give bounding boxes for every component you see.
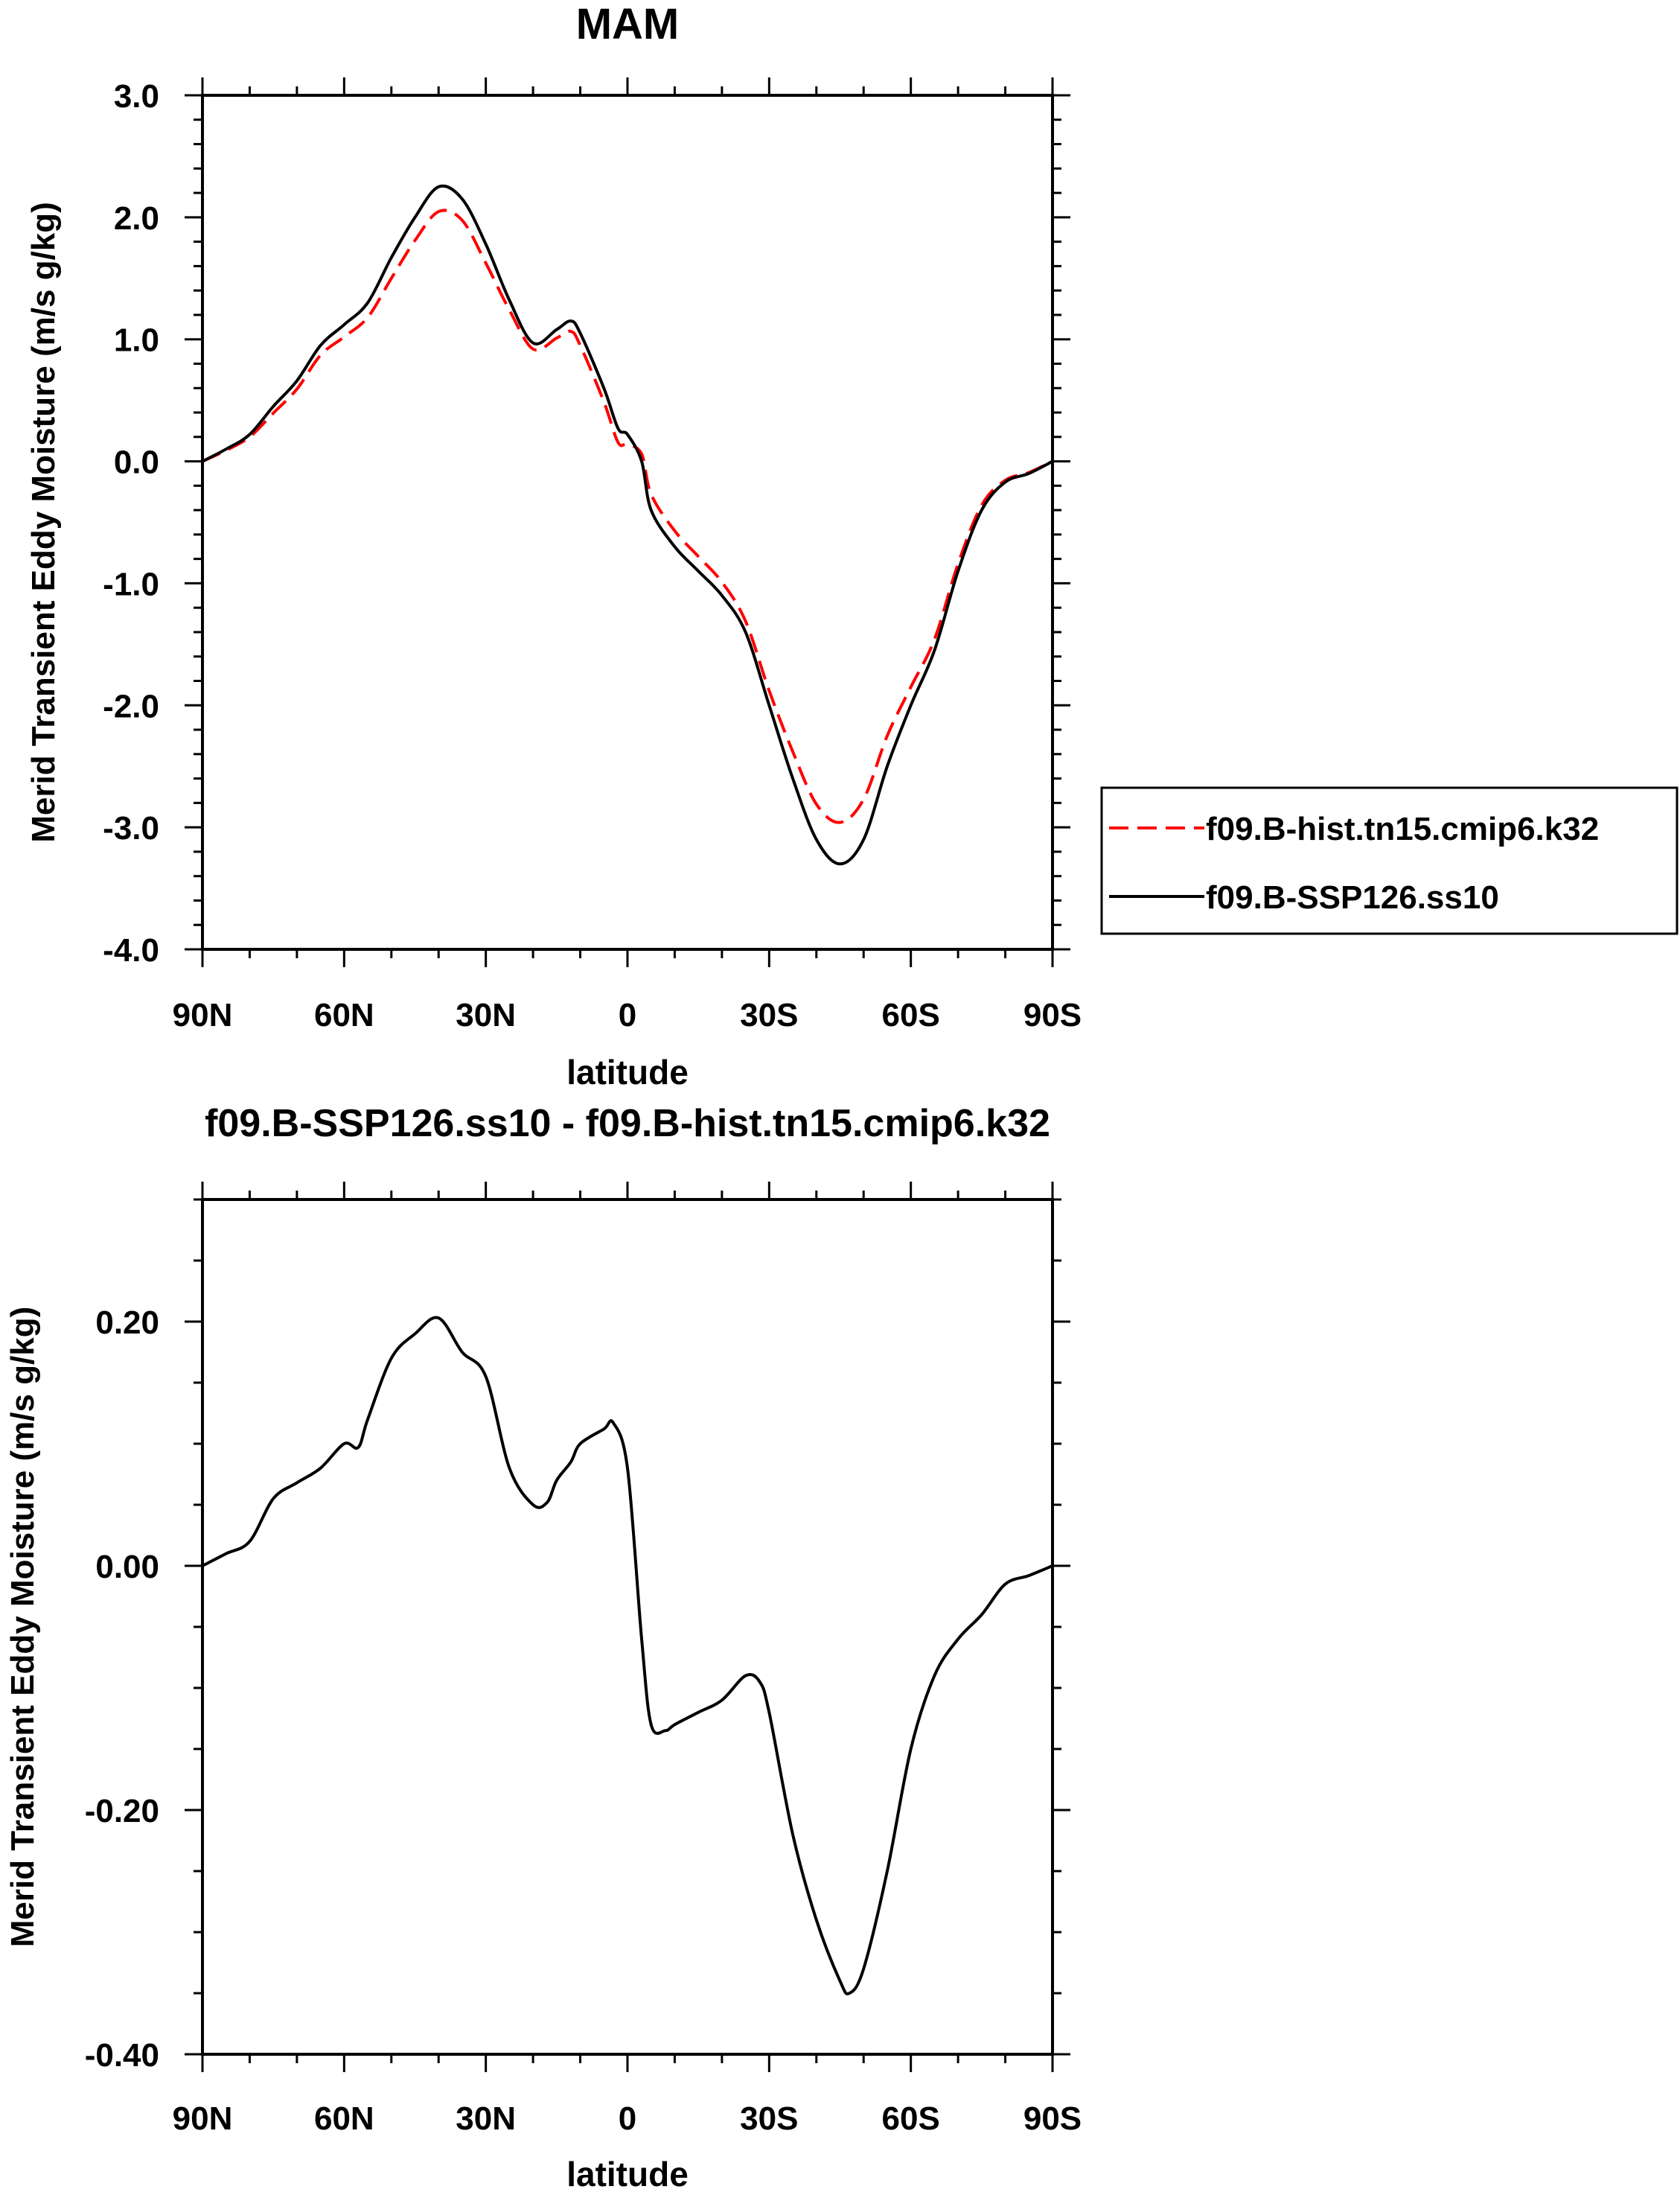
plot-frame: [201, 1198, 1054, 2056]
series-line-1: [202, 184, 1053, 866]
x-tick-label: 30S: [740, 2100, 798, 2137]
y-tick-label: 3.0: [114, 78, 159, 115]
y-axis-label: Merid Transient Eddy Moisture (m/s g/kg): [25, 202, 62, 843]
y-tick-label: -0.40: [85, 2037, 159, 2074]
y-tick-label: 1.0: [114, 322, 159, 359]
x-axis-label: latitude: [566, 2155, 689, 2192]
y-axis-label: Merid Transient Eddy Moisture (m/s g/kg): [4, 1307, 41, 1948]
chart-title: f09.B-SSP126.ss10 - f09.B-hist.tn15.cmip…: [205, 1102, 1050, 1145]
y-tick-label: 2.0: [114, 200, 159, 237]
y-tick-label: 0.00: [95, 1549, 159, 1585]
x-tick-label: 90S: [1023, 997, 1082, 1033]
x-tick-label: 90N: [173, 2100, 233, 2137]
x-tick-label: 0: [619, 2100, 636, 2137]
x-tick-label: 30S: [740, 997, 798, 1033]
y-tick-label: -2.0: [103, 688, 159, 724]
y-tick-label: 0.20: [95, 1304, 159, 1341]
y-tick-label: -0.20: [85, 1793, 159, 1829]
x-tick-label: 0: [619, 997, 636, 1033]
x-axis-label: latitude: [566, 1053, 689, 1092]
chart-title: MAM: [576, 0, 680, 48]
x-tick-label: 60N: [314, 2100, 374, 2137]
x-tick-label: 30N: [456, 997, 516, 1033]
series-line-0: [202, 208, 1053, 824]
y-tick-label: -1.0: [103, 566, 159, 602]
y-tick-label: -3.0: [103, 810, 159, 847]
bottom-panel: f09.B-SSP126.ss10 - f09.B-hist.tn15.cmip…: [4, 1102, 1082, 2192]
y-tick-label: -4.0: [103, 932, 159, 969]
x-tick-label: 60S: [882, 2100, 940, 2137]
plot-frame: [201, 94, 1054, 951]
x-tick-label: 90N: [173, 997, 233, 1033]
legend-label: f09.B-hist.tn15.cmip6.k32: [1206, 811, 1599, 847]
series-line-0: [202, 1316, 1053, 1995]
top-panel: MAM 90N 60N 30N 0 30S 60S 90S 3.0 2.0 1.0 0.0 -1.0 -2…: [25, 0, 1082, 1092]
legend-label: f09.B-SSP126.ss10: [1206, 879, 1499, 916]
x-tick-label: 60N: [314, 997, 374, 1033]
x-tick-label: 90S: [1023, 2100, 1082, 2137]
x-tick-label: 30N: [456, 2100, 516, 2137]
legend-box: [1100, 786, 1679, 935]
legend: f09.B-hist.tn15.cmip6.k32 f09.B-SSP126.ss…: [1100, 786, 1679, 935]
x-tick-label: 60S: [882, 997, 940, 1033]
y-tick-label: 0.0: [114, 445, 159, 481]
